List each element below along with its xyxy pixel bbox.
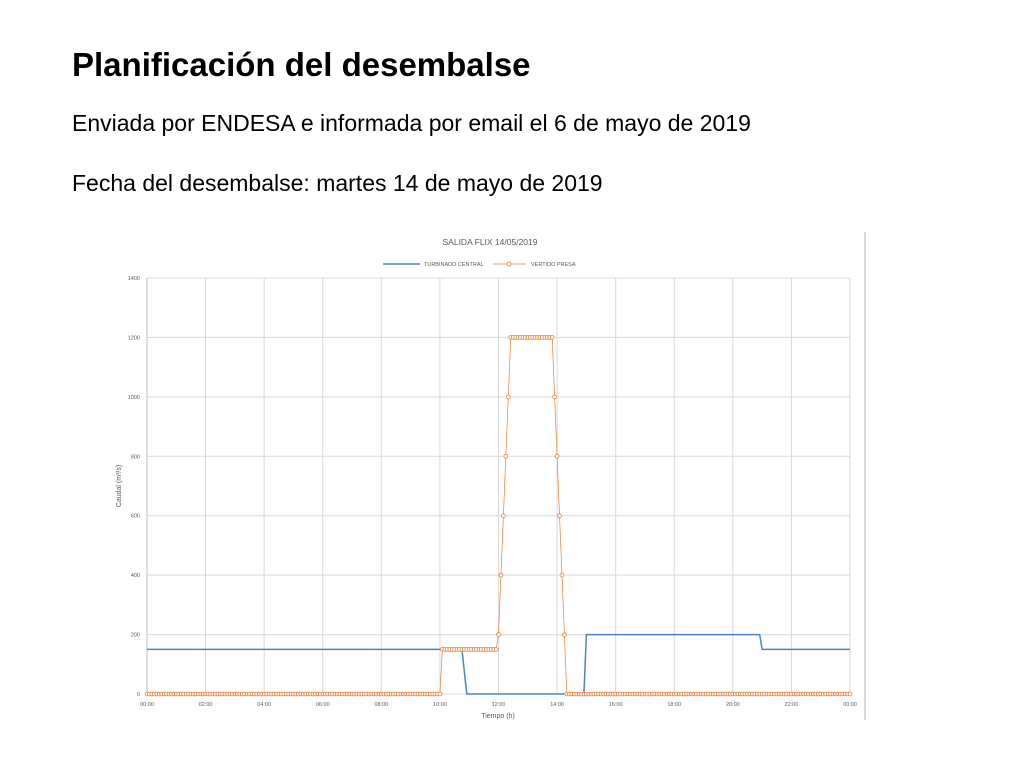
x-tick-label-11: 22:00 — [785, 702, 799, 708]
data-point-vertido-presa — [437, 691, 443, 697]
y-tick-label-1: 200 — [131, 633, 140, 639]
data-point-vertido-presa — [498, 572, 504, 578]
x-tick-label-10: 20:00 — [726, 702, 740, 708]
data-point-vertido-presa — [847, 691, 853, 697]
data-point-vertido-presa — [496, 632, 501, 637]
y-tick-label-3: 600 — [131, 514, 140, 520]
data-point-vertido-presa — [552, 394, 557, 400]
data-point-vertido-presa — [503, 454, 509, 459]
data-point-vertido-presa — [493, 647, 499, 652]
y-tick-label-6: 1200 — [128, 335, 140, 341]
data-point-vertido-presa — [554, 454, 560, 459]
y-tick-label-5: 1000 — [128, 395, 140, 401]
y-tick-label-7: 1400 — [128, 276, 140, 282]
x-tick-label-3: 06:00 — [316, 702, 330, 708]
chart-svg: 0 200 400 600 800 1000 1200 1400 00:00 02:00 04:00… — [116, 237, 857, 720]
y-tick-label-0: 0 — [137, 692, 140, 698]
slide-subtitle: Enviada por ENDESA e informada por email… — [72, 110, 751, 136]
y-axis-label: Caudal (m³/s) — [116, 465, 123, 507]
x-tick-label-9: 18:00 — [667, 702, 681, 708]
legend-label-turbinado: TURBINADO CENTRAL — [424, 262, 484, 268]
chart-title: SALIDA FLIX 14/05/2019 — [443, 237, 538, 247]
x-tick-label-6: 12:00 — [492, 702, 506, 708]
discharge-chart: 0 200 400 600 800 1000 1200 1400 00:00 02:00 04:00… — [100, 228, 868, 722]
x-tick-label-4: 08:00 — [374, 702, 388, 708]
data-point-vertido-presa — [562, 632, 567, 637]
data-point-vertido-presa — [559, 572, 565, 578]
series-line-turbinado-central — [147, 633, 850, 695]
slide-title: Planificación del desembalse — [72, 46, 531, 83]
x-tick-label-0: 00:00 — [140, 702, 154, 708]
x-tick-label-1: 02:00 — [199, 702, 213, 708]
tick-labels: 0 200 400 600 800 1000 1200 1400 00:00 02:00 04:00… — [128, 276, 857, 708]
series-markers — [144, 335, 853, 697]
legend-label-vertido: VERTIDO PRESA — [531, 262, 576, 268]
data-point-vertido-presa — [505, 394, 511, 400]
x-tick-label-2: 04:00 — [257, 702, 271, 708]
legend-marker-vertido — [506, 261, 512, 267]
chart-frame-edge — [864, 232, 866, 720]
x-axis-label: Tiempo (h) — [481, 713, 515, 720]
x-tick-label-8: 16:00 — [609, 702, 623, 708]
release-date-line: Fecha del desembalse: martes 14 de mayo … — [72, 170, 603, 196]
data-point-vertido-presa — [557, 513, 562, 519]
data-point-vertido-presa — [549, 335, 555, 340]
x-tick-label-12: 00:00 — [843, 702, 857, 708]
chart-grid — [146, 277, 851, 695]
y-tick-label-2: 400 — [131, 573, 140, 579]
x-tick-label-5: 10:00 — [433, 702, 447, 708]
y-tick-label-4: 800 — [131, 454, 140, 460]
data-point-vertido-presa — [501, 513, 506, 519]
x-tick-label-7: 14:00 — [550, 702, 564, 708]
chart-legend: TURBINADO CENTRAL VERTIDO PRESA — [383, 261, 576, 268]
